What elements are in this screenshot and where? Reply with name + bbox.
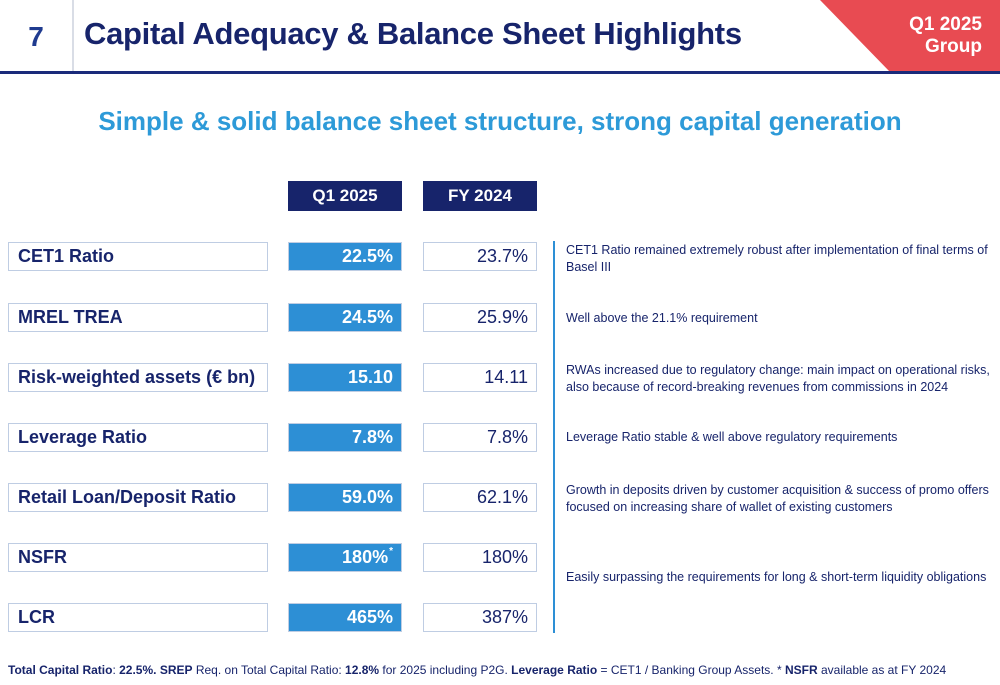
row-label-lcr: LCR (8, 603, 268, 632)
comment-cet1: CET1 Ratio remained extremely robust aft… (566, 243, 988, 274)
footnote-part-2-bold: 22.5%. SREP (119, 663, 193, 677)
row-label-nsfr: NSFR (8, 543, 268, 572)
comment-liquidity: Easily surpassing the requirements for l… (566, 570, 987, 584)
value-q1-nsfr-text: 180% (342, 547, 389, 567)
row-label-leverage: Leverage Ratio (8, 423, 268, 452)
value-fy-lcr: 387% (423, 603, 537, 632)
column-header-fy: FY 2024 (423, 181, 537, 211)
value-q1-leverage: 7.8% (288, 423, 402, 452)
footnote-part-3-bold: 12.8% (345, 663, 380, 677)
period-badge-text: Q1 2025 Group (909, 14, 982, 58)
column-header-q1: Q1 2025 (288, 181, 402, 211)
comment-divider (553, 241, 555, 633)
value-fy-mrel: 25.9% (423, 303, 537, 332)
footnote-part-4: = CET1 / Banking Group Assets. * (597, 663, 785, 677)
footnote-part-5: available as at FY 2024 (817, 663, 947, 677)
scope-label: Group (925, 36, 982, 57)
row-label-rwa: Risk-weighted assets (€ bn) (8, 363, 268, 392)
comment-rwa: RWAs increased due to regulatory change:… (566, 363, 990, 394)
comment-leverage: Leverage Ratio stable & well above regul… (566, 430, 898, 444)
row-label-loan-deposit: Retail Loan/Deposit Ratio (8, 483, 268, 512)
footnote-part-1: : (112, 663, 120, 677)
footnote-part-5-bold: NSFR (784, 663, 818, 677)
footnote-part-4-bold: Leverage Ratio (511, 663, 598, 677)
value-q1-mrel: 24.5% (288, 303, 402, 332)
comment-loan-deposit: Growth in deposits driven by customer ac… (566, 483, 989, 514)
row-label-cet1: CET1 Ratio (8, 242, 268, 271)
footnote-part-2: Req. on Total Capital Ratio: (192, 663, 346, 677)
footnote: Total Capital Ratio: 22.5%. SREP Req. on… (8, 663, 998, 677)
slide-subtitle: Simple & solid balance sheet structure, … (98, 106, 902, 136)
value-fy-nsfr: 180% (423, 543, 537, 572)
value-fy-cet1: 23.7% (423, 242, 537, 271)
value-fy-loan-deposit: 62.1% (423, 483, 537, 512)
value-q1-rwa: 15.10 (288, 363, 402, 392)
value-q1-loan-deposit: 59.0% (288, 483, 402, 512)
footnote-part-3: for 2025 including P2G. (379, 663, 512, 677)
comment-mrel: Well above the 21.1% requirement (566, 311, 758, 325)
page-title: Capital Adequacy & Balance Sheet Highlig… (84, 16, 742, 51)
header: 7 Capital Adequacy & Balance Sheet Highl… (0, 0, 1000, 74)
page-number: 7 (0, 0, 74, 74)
footnote-part-1-bold: Total Capital Ratio (8, 663, 113, 677)
period-label: Q1 2025 (909, 14, 982, 35)
value-fy-leverage: 7.8% (423, 423, 537, 452)
header-rule (0, 71, 1000, 74)
value-q1-cet1: 22.5% (288, 242, 402, 271)
value-q1-lcr: 465% (288, 603, 402, 632)
value-q1-nsfr: 180% * (288, 543, 402, 572)
value-fy-rwa: 14.11 (423, 363, 537, 392)
row-label-mrel: MREL TREA (8, 303, 268, 332)
